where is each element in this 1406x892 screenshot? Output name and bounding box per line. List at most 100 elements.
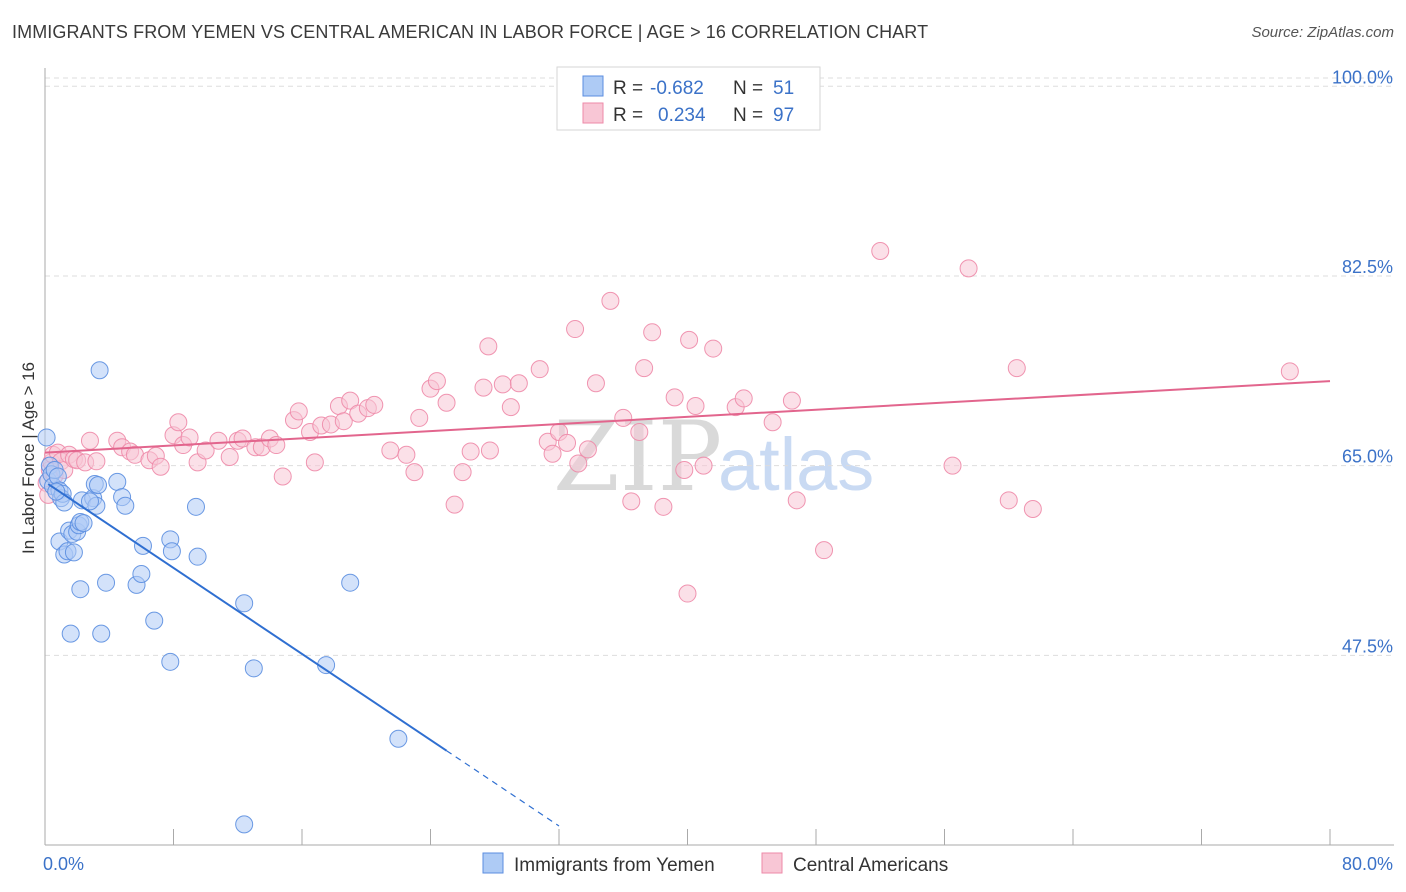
legend-swatch-yemen [582,75,604,97]
yemen-data-point [162,542,181,561]
central-american-data-point [586,374,605,393]
yemen-data-point [389,729,408,748]
chart-title: IMMIGRANTS FROM YEMEN VS CENTRAL AMERICA… [12,22,929,42]
yemen-trend-line-extension [446,750,560,827]
central-american-data-point [445,495,464,514]
yemen-data-point [132,565,151,584]
yemen-data-point [161,652,180,671]
central-american-data-point [1007,359,1026,378]
yemen-data-point [71,580,90,599]
series-legend: Immigrants from Yemen Central Americans [482,852,948,876]
central-american-data-point [999,491,1018,510]
central-american-data-point [169,413,188,432]
central-american-data-point [479,337,498,356]
yemen-data-point [90,361,109,380]
trend-lines [44,380,1331,827]
legend-r-value-yemen: -0.682 [650,78,704,99]
legend-n-label-central-americans: N = [733,105,763,126]
central-american-data-point [763,413,782,432]
central-american-data-point [305,453,324,472]
central-american-data-point [334,412,353,431]
central-american-data-point [686,397,705,416]
central-american-data-point [630,423,649,442]
central-american-data-point [704,339,723,358]
central-american-data-point [437,393,456,412]
x-tick-labels: 0.0% 80.0% [43,854,1393,874]
central-american-data-point [680,330,699,349]
central-american-data-point [80,431,99,450]
series-legend-swatch-central-americans [761,852,783,874]
central-american-data-point [501,398,520,417]
central-american-data-point [180,428,199,447]
yemen-data-point [235,594,254,613]
central-american-data-point [220,447,239,466]
central-american-data-point [959,259,978,278]
central-american-data-point [196,441,215,460]
central-american-data-point [273,467,292,486]
yemen-trend-line [47,483,448,752]
yemen-data-point [341,573,360,592]
watermark: ZIP atlas [553,401,874,513]
legend-n-value-central-americans: 97 [773,105,794,126]
central-american-data-point [509,374,528,393]
yemen-data-point [80,492,99,511]
central-american-data-point [1023,499,1042,518]
central-american-data-point [782,391,801,410]
yemen-data-point [145,611,164,630]
central-american-data-point [871,242,890,261]
central-american-data-point [381,441,400,460]
yemen-data-point [61,624,80,643]
central-american-data-point [635,359,654,378]
legend-n-value-yemen: 51 [773,78,794,99]
central-american-data-point [566,320,585,339]
x-tick-label: 0.0% [43,854,84,874]
legend-n-label-yemen: N = [733,78,763,99]
central-american-data-point [410,408,429,427]
yemen-data-point [244,659,263,678]
gridlines [45,77,1394,656]
central-american-data-point [578,440,597,459]
central-american-data-point [493,375,512,394]
central-american-data-point [397,445,416,464]
legend-swatch-central-americans [582,102,604,124]
central-american-data-point [569,454,588,473]
y-tick-label: 82.5% [1342,257,1393,277]
yemen-data-point [116,496,135,515]
yemen-data-point [89,476,108,495]
yemen-data-point [64,543,83,562]
central-american-data-point [530,360,549,379]
yemen-data-point [97,573,116,592]
central-american-data-point [678,584,697,603]
central-american-data-point [461,442,480,461]
central-american-data-point [694,456,713,475]
central-american-data-point [480,441,499,460]
y-axis-label: In Labor Force | Age > 16 [19,362,38,554]
yemen-data-point [108,472,127,491]
legend-r-label-yemen: R = [613,78,643,99]
legend-r-value-central-americans: 0.234 [658,105,706,126]
central-american-data-point [734,389,753,408]
central-american-data-point [151,457,170,476]
central-american-data-point [787,491,806,510]
y-tick-label: 100.0% [1332,67,1393,87]
central-american-trend-line [44,380,1331,454]
central-american-data-point [365,395,384,414]
central-american-data-point [427,372,446,391]
central-american-data-point [1280,362,1299,381]
yemen-data-point [92,624,111,643]
central-american-data-point [474,378,493,397]
central-american-data-point [943,456,962,475]
central-american-data-point [654,497,673,516]
central-american-data-point [558,433,577,452]
series-legend-swatch-yemen [482,852,504,874]
yemen-data-point [37,428,56,447]
central-american-data-point [614,408,633,427]
central-american-data-point [622,492,641,511]
central-american-data-point [289,402,308,421]
central-american-data-point [405,463,424,482]
legend-r-label-central-americans: R = [613,105,643,126]
y-tick-labels: 47.5% 65.0% 82.5% 100.0% [1332,67,1393,656]
yemen-data-point [188,547,207,566]
y-tick-label: 65.0% [1342,447,1393,467]
